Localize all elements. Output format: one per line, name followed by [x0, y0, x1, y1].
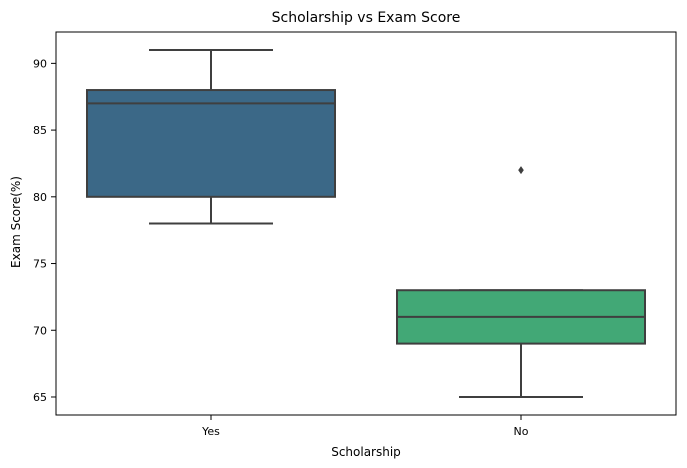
- x-tick-label-no: No: [514, 425, 529, 438]
- chart-title: Scholarship vs Exam Score: [272, 10, 461, 26]
- x-axis: Yes No: [201, 415, 529, 438]
- y-tick-label-75: 75: [33, 258, 47, 271]
- box-yes: [86, 89, 336, 198]
- y-tick-label-70: 70: [33, 324, 47, 337]
- y-tick-label-80: 80: [33, 191, 47, 204]
- y-axis-label: Exam Score(%): [9, 176, 23, 268]
- box-group-no: [396, 166, 646, 398]
- y-tick-label-65: 65: [33, 391, 47, 404]
- x-axis-label: Scholarship: [331, 445, 401, 459]
- y-tick-label-85: 85: [33, 124, 47, 137]
- y-axis: 65 70 75 80 85 90: [33, 57, 56, 404]
- outlier-point-no: [518, 166, 524, 175]
- plot-area: [55, 31, 677, 416]
- box-group-yes: [86, 49, 336, 225]
- x-tick-label-yes: Yes: [201, 425, 220, 438]
- y-tick-label-90: 90: [33, 57, 47, 70]
- plot-frame: [55, 31, 677, 416]
